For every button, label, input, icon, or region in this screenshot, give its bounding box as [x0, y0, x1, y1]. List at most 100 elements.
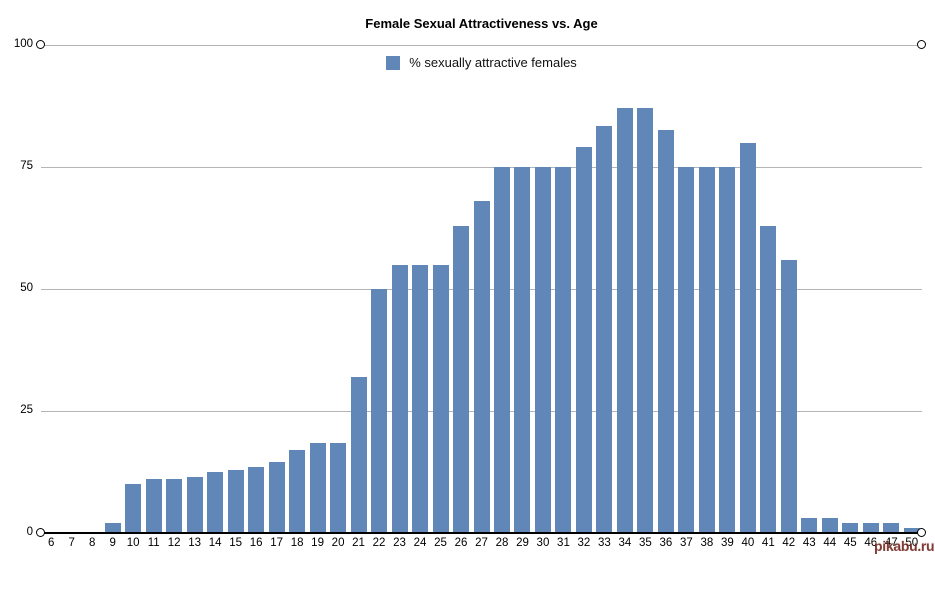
x-tick-label-25: 25	[434, 537, 447, 549]
bar-age-42[interactable]	[780, 259, 797, 533]
x-tick-label-41: 41	[761, 537, 775, 549]
x-tick-label-8: 8	[89, 537, 96, 549]
bar-age-30[interactable]	[534, 167, 551, 533]
bar-age-28[interactable]	[493, 167, 510, 533]
bar-age-37[interactable]	[678, 167, 695, 533]
x-tick-label-21: 21	[352, 537, 365, 549]
bar-age-41[interactable]	[760, 225, 777, 533]
bar-age-46[interactable]	[862, 523, 879, 533]
bar-age-20[interactable]	[330, 442, 347, 533]
bar-age-35[interactable]	[637, 108, 654, 533]
x-tick-label-17: 17	[270, 537, 283, 549]
bar-age-23[interactable]	[391, 264, 408, 533]
legend-label: % sexually attractive females	[409, 55, 577, 70]
x-tick-label-29: 29	[516, 537, 529, 549]
bar-age-9[interactable]	[104, 523, 121, 533]
bar-age-10[interactable]	[125, 484, 142, 533]
bar-age-19[interactable]	[309, 442, 326, 533]
x-tick-label-14: 14	[208, 537, 222, 549]
bar-age-15[interactable]	[227, 469, 244, 533]
x-tick-label-45: 45	[843, 537, 857, 549]
legend[interactable]: % sexually attractive females	[41, 55, 922, 70]
x-tick-label-46: 46	[864, 537, 878, 549]
x-tick-label-24: 24	[413, 537, 427, 549]
x-tick-label-34: 34	[618, 537, 632, 549]
x-tick-label-28: 28	[495, 537, 509, 549]
axis-handle-top-right-icon[interactable]	[917, 40, 926, 49]
x-tick-label-36: 36	[659, 537, 673, 549]
bar-age-21[interactable]	[350, 376, 367, 533]
gridline-100	[41, 44, 922, 46]
bar-age-12[interactable]	[166, 479, 183, 533]
bar-age-11[interactable]	[145, 479, 162, 533]
bar-age-47[interactable]	[883, 523, 900, 533]
bar-age-16[interactable]	[248, 467, 265, 533]
x-tick-label-44: 44	[823, 537, 837, 549]
y-tick-label-100: 100	[13, 38, 33, 50]
y-tick-label-0: 0	[26, 526, 33, 538]
y-tick-label-25: 25	[20, 404, 33, 416]
bar-age-31[interactable]	[555, 167, 572, 533]
axis-handle-bottom-right-icon[interactable]	[917, 528, 926, 537]
x-tick-label-26: 26	[454, 537, 468, 549]
bar-age-18[interactable]	[289, 450, 306, 533]
x-tick-label-9: 9	[109, 537, 116, 549]
bar-age-13[interactable]	[186, 476, 203, 533]
bar-age-34[interactable]	[616, 108, 633, 533]
bar-age-39[interactable]	[719, 167, 736, 533]
plot-area: 6 7 8 9 10 11 12 13 14 15 16 17 18 19 20 21 22 23 24 25 26 27…	[36, 40, 926, 549]
x-tick-label-37: 37	[679, 537, 693, 549]
axis-handle-bottom-left-icon[interactable]	[36, 528, 45, 537]
x-tick-label-32: 32	[577, 537, 591, 549]
bar-age-14[interactable]	[207, 472, 224, 533]
y-tick-label-50: 50	[20, 282, 33, 294]
x-tick-label-35: 35	[639, 537, 652, 549]
x-tick-label-31: 31	[557, 537, 570, 549]
x-tick-label-38: 38	[700, 537, 714, 549]
gridline-75	[41, 166, 922, 168]
bar-age-29[interactable]	[514, 167, 531, 533]
x-tick-label-40: 40	[741, 537, 755, 549]
x-tick-label-27: 27	[475, 537, 488, 549]
x-tick-label-47: 47	[884, 537, 898, 549]
bar-age-50[interactable]	[903, 528, 920, 533]
bar-age-24[interactable]	[412, 264, 429, 533]
axis-handle-top-left-icon[interactable]	[36, 40, 45, 49]
bar-age-17[interactable]	[268, 462, 285, 533]
x-tick-label-39: 39	[720, 537, 734, 549]
x-tick-label-15: 15	[229, 537, 243, 549]
x-tick-label-7: 7	[68, 537, 75, 549]
x-tick-label-12: 12	[167, 537, 181, 549]
bar-age-44[interactable]	[821, 518, 838, 533]
bar-age-40[interactable]	[739, 142, 756, 533]
x-tick-label-50: 50	[905, 537, 919, 549]
x-tick-label-10: 10	[126, 537, 140, 549]
bar-age-45[interactable]	[842, 523, 859, 533]
x-tick-label-33: 33	[598, 537, 611, 549]
bar-age-27[interactable]	[473, 201, 490, 533]
x-tick-label-43: 43	[802, 537, 816, 549]
watermark: pikabu.ru	[874, 538, 935, 554]
x-tick-label-23: 23	[393, 537, 406, 549]
bar-age-33[interactable]	[596, 125, 613, 533]
chart-title: Female Sexual Attractiveness vs. Age	[365, 16, 598, 31]
bar-age-36[interactable]	[657, 130, 674, 533]
x-tick-label-18: 18	[290, 537, 304, 549]
bar-age-32[interactable]	[575, 147, 592, 533]
x-tick-label-11: 11	[147, 537, 160, 549]
x-tick-label-16: 16	[249, 537, 263, 549]
bar-age-38[interactable]	[698, 167, 715, 533]
x-axis-line	[41, 532, 922, 534]
x-tick-label-30: 30	[536, 537, 550, 549]
x-tick-label-19: 19	[311, 537, 324, 549]
bar-age-25[interactable]	[432, 264, 449, 533]
bar-age-43[interactable]	[801, 518, 818, 533]
bar-age-26[interactable]	[453, 225, 469, 533]
bar-age-22[interactable]	[371, 289, 388, 533]
legend-swatch-icon	[386, 55, 401, 70]
x-tick-label-13: 13	[188, 537, 202, 549]
x-tick-label-42: 42	[782, 537, 796, 549]
x-tick-label-20: 20	[331, 537, 345, 549]
x-tick-label-22: 22	[372, 537, 386, 549]
